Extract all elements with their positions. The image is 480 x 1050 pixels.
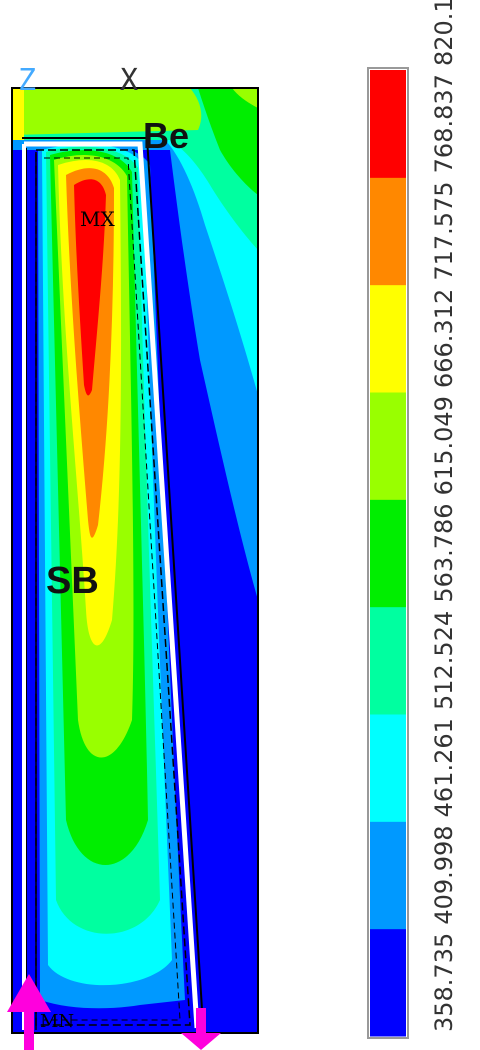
arrow-up-left-head	[7, 974, 51, 1012]
contour-band-top-yellowgreen	[12, 88, 202, 135]
label-be: Be	[143, 115, 189, 156]
legend-band	[370, 714, 406, 822]
legend-tick-label: 461.261	[430, 718, 458, 817]
legend-frame	[367, 67, 409, 1039]
legend-bands	[370, 70, 406, 1037]
legend-tick-label: 358.735	[430, 933, 458, 1032]
legend-band	[370, 928, 406, 1037]
legend-tick-label: 666.312	[430, 289, 458, 388]
beam-outline-dashed-inner	[44, 157, 181, 1021]
arrow-down-right	[181, 1008, 221, 1050]
contour-band-lightblue	[12, 88, 258, 600]
contour-band-green	[12, 88, 258, 195]
legend-tick-label: 615.049	[430, 396, 458, 495]
arrow-down-right-shaft	[196, 1008, 206, 1042]
arrow-up-left	[7, 974, 51, 1050]
contour-plot	[12, 88, 258, 1033]
axis-x-label: X	[120, 63, 138, 98]
arrow-down-right-head	[181, 1033, 221, 1050]
contour-band-inner-red	[74, 179, 106, 396]
beam-white-boundary	[24, 141, 200, 1029]
legend-tick-label: 717.575	[430, 181, 458, 280]
legend-tick-label: 563.786	[430, 503, 458, 602]
label-mx: MX	[80, 207, 115, 231]
color-legend: 358.735 409.998 461.261 512.524 563.786 615.0…	[367, 0, 458, 1039]
beam-top-black-outline	[22, 137, 204, 1026]
legend-band	[370, 70, 406, 178]
label-mn: MN	[40, 1011, 74, 1032]
plot-frame	[11, 87, 259, 1034]
legend-band	[370, 177, 406, 286]
label-sb: SB	[46, 560, 99, 602]
beam-outline-dashed	[35, 149, 191, 1026]
legend-tick-label: 820.1	[430, 0, 458, 66]
legend-tick-label: 768.837	[430, 74, 458, 173]
axis-triad: Z X	[18, 63, 138, 98]
legend-tick-label: 409.998	[430, 825, 458, 924]
legend-band	[370, 392, 406, 500]
contour-band-top-yellowgreen-right	[232, 88, 258, 108]
arrow-up-left-shaft	[24, 1010, 34, 1050]
legend-band	[370, 499, 406, 608]
contour-band-top-left-yellow	[12, 88, 24, 140]
legend-tick-label: 512.524	[430, 611, 458, 710]
legend-band	[370, 284, 406, 393]
legend-band	[370, 606, 406, 715]
legend-tick-labels: 358.735 409.998 461.261 512.524 563.786 615.0…	[430, 0, 458, 1032]
axis-z-label: Z	[18, 63, 36, 98]
legend-band	[370, 821, 406, 930]
